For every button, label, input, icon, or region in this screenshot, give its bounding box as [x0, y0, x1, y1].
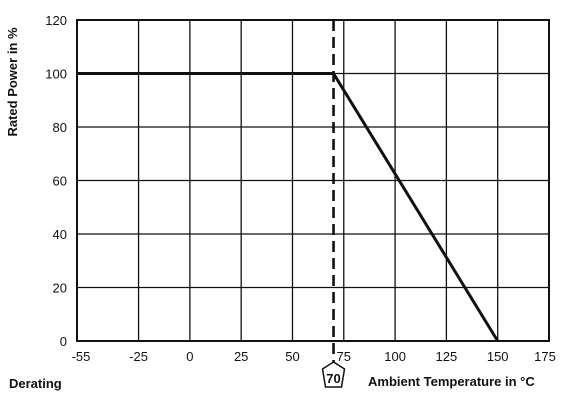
y-tick-label: 80 — [53, 120, 67, 135]
x-tick-label: 0 — [186, 349, 193, 364]
grid-layer — [76, 19, 550, 342]
x-tick-label: 75 — [337, 349, 351, 364]
y-tick-labels: 0 20 40 60 80 100 120 — [45, 13, 67, 349]
marker-badge-label: 70 — [326, 371, 340, 386]
marker-badge — [321, 361, 346, 388]
x-tick-label: -25 — [129, 349, 148, 364]
y-tick-label: 60 — [53, 174, 67, 189]
series-layer — [77, 72, 499, 342]
x-tick-label: 125 — [436, 349, 458, 364]
y-tick-label: 100 — [45, 67, 67, 82]
x-tick-label: 175 — [534, 349, 556, 364]
x-tick-label: 150 — [487, 349, 509, 364]
plot-frame — [76, 19, 550, 342]
y-axis-label: Rated Power in % — [5, 27, 20, 137]
x-tick-label: 100 — [384, 349, 406, 364]
y-tick-label: 20 — [53, 281, 67, 296]
x-tick-label: -55 — [72, 349, 91, 364]
y-tick-label: 0 — [60, 334, 67, 349]
x-tick-labels: -55 -25 0 25 50 75 100 125 150 175 — [72, 349, 556, 364]
x-tick-label: 50 — [285, 349, 299, 364]
x-tick-label: 25 — [234, 349, 248, 364]
series-line — [77, 72, 499, 342]
x-axis-label: Ambient Temperature in °C — [368, 374, 535, 389]
derating-label: Derating — [9, 376, 62, 391]
y-tick-label: 40 — [53, 227, 67, 242]
y-tick-label: 120 — [45, 13, 67, 28]
